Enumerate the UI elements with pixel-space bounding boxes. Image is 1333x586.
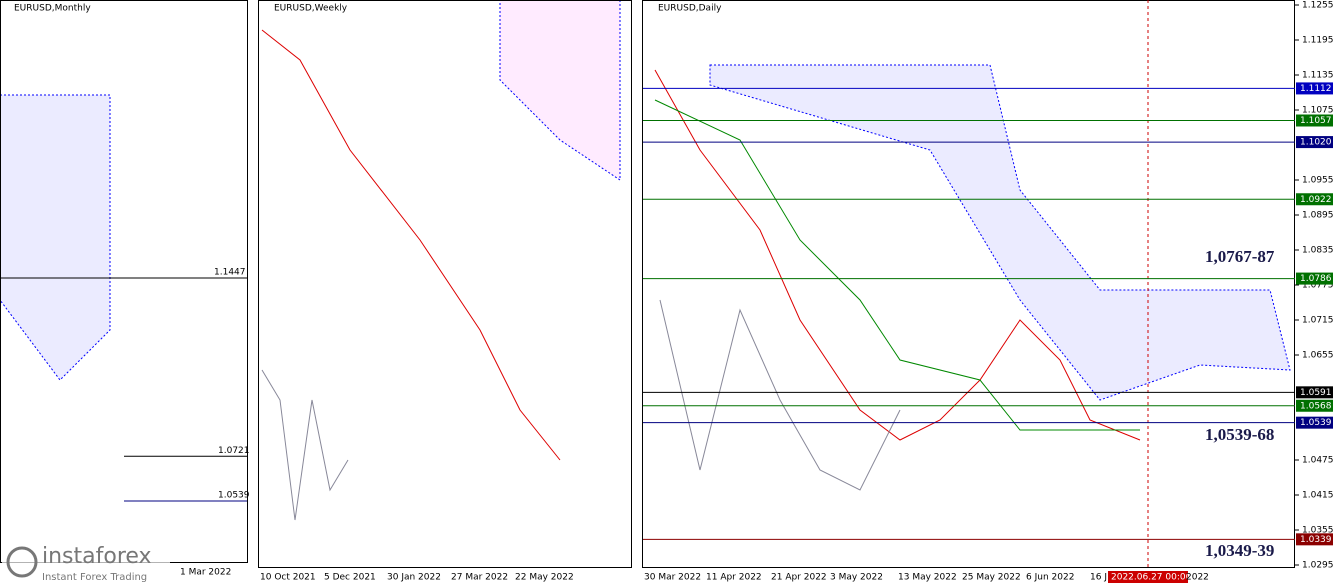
price-label-box [1296,136,1333,149]
price-tick-label: 1.0955 [1302,176,1333,186]
price-label: 1.0539 [1300,418,1332,428]
cursor-time: 2022.06.27 00:00 [1111,573,1192,583]
panel-title: EURUSD,Weekly [274,4,348,14]
price-label: 1.0591 [1300,388,1332,398]
price-label: 1.1112 [1300,84,1332,94]
date-label: 6 Jun 2022 [1026,573,1074,583]
price-label-box [1296,82,1333,95]
annotation: 1,0349-39 [1205,541,1274,560]
price-label-box [1296,114,1333,127]
panel-frame [642,0,1295,568]
date-label: 27 Mar 2022 [451,573,508,583]
price-tick-label: 1.0715 [1302,316,1333,326]
price-tick-label: 1.0355 [1302,526,1333,536]
price-label: 1.0568 [1300,401,1332,411]
price-label: 1.0922 [1300,195,1332,205]
cursor-time-box [1108,571,1188,583]
logo: instaforex Instant Forex Trading [2,540,170,584]
price-label: 1.0786 [1300,274,1332,284]
price-tick-label: 1.1075 [1302,106,1333,116]
price-tick-label: 1.1135 [1302,71,1333,81]
date-label: 30 Jan 2022 [387,573,441,583]
price-label-box [1296,272,1333,285]
price-tick-label: 1.0295 [1302,561,1333,571]
logo-tagline: Instant Forex Trading [42,572,147,583]
tenkan-line [654,69,1141,441]
price-tick-label: 1.1255 [1302,1,1333,11]
logo-bg [2,540,170,584]
chikou-line [659,299,901,491]
price-tick-label: 1.0835 [1302,246,1333,256]
panel-title: EURUSD,Daily [658,4,722,14]
date-label: 22 May 2022 [515,573,574,583]
tenkan-line [261,29,561,461]
price-label: 1.0339 [1300,535,1332,545]
date-label: 3 May 2022 [830,573,883,583]
level-label: 1.0539 [218,491,250,501]
price-tick-label: 1.1195 [1302,36,1333,46]
logo-icon [6,546,38,578]
price-label-box [1296,193,1333,206]
price-tick-label: 1.0655 [1302,351,1333,361]
date-label: 30 Mar 2022 [644,573,701,583]
kijun-line [654,99,1140,431]
date-label: 11 Apr 2022 [706,573,762,583]
annotation: 1,0767-87 [1205,247,1275,266]
date-label: 10 Oct 2021 [260,573,316,583]
ichimoku-cloud [0,0,1291,401]
chikou-line [261,369,349,521]
level-label: 1.1447 [214,267,246,277]
annotation: 1,0539-68 [1205,425,1274,444]
date-label: 5 Dec 2021 [324,573,376,583]
price-label-box [1296,386,1333,399]
date-label: 13 May 2022 [898,573,957,583]
date-label: 1 Mar 2022 [180,568,231,578]
level-label: 1.0721 [218,446,250,456]
panel-frame [258,0,632,568]
price-tick-label: 1.0775 [1302,281,1333,291]
date-label: 21 Apr 2022 [771,573,827,583]
date-label: 25 May 2022 [962,573,1021,583]
price-label-box [1296,399,1333,412]
price-label-box [1296,533,1333,546]
price-label: 1.1020 [1300,138,1332,148]
price-label: 1.1057 [1300,116,1332,126]
panel-title: EURUSD,Monthly [14,4,91,14]
price-label-box [1296,416,1333,429]
price-tick-label: 1.0415 [1302,491,1333,501]
date-label: 16 J [1090,573,1107,583]
date-label: 2022 [1186,573,1209,583]
logo-name: instaforex [42,544,152,569]
price-tick-label: 1.0895 [1302,211,1333,221]
price-tick-label: 1.0475 [1302,456,1333,466]
